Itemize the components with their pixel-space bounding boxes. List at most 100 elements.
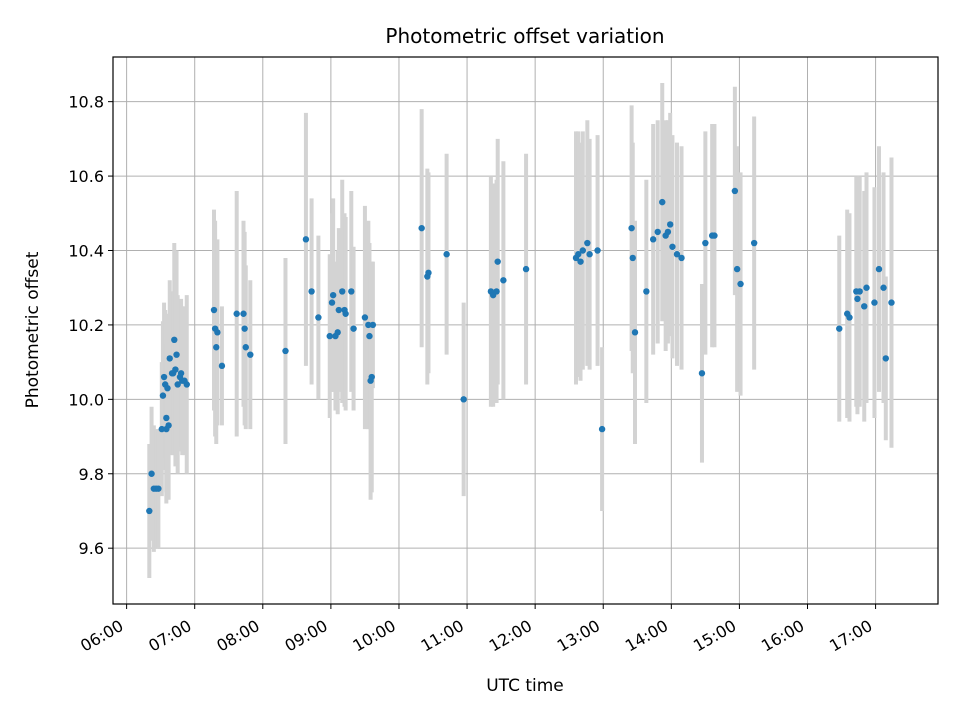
data-point [158, 425, 165, 433]
data-point [711, 232, 718, 239]
chart-title: Photometric offset variation [385, 24, 664, 48]
data-point [164, 384, 171, 392]
data-point [861, 303, 868, 310]
data-point [443, 251, 450, 258]
data-point [218, 362, 226, 370]
y-tick-label: 10.2 [68, 316, 104, 335]
data-point [880, 284, 887, 291]
data-point [882, 355, 889, 362]
data-point [210, 306, 218, 314]
data-point [888, 299, 895, 306]
data-point [213, 344, 220, 351]
plot-frame [112, 56, 939, 605]
data-point [214, 329, 221, 336]
data-point [598, 425, 606, 433]
data-point [654, 228, 661, 236]
data-point [365, 321, 372, 329]
data-point [698, 370, 706, 377]
data-point [159, 392, 167, 399]
data-point [335, 306, 343, 314]
data-point [171, 336, 178, 344]
data-point [329, 291, 337, 299]
data-point [846, 314, 853, 321]
data-point [577, 258, 584, 265]
data-point [731, 187, 739, 195]
data-point [174, 381, 181, 388]
data-point [369, 321, 377, 329]
data-point [854, 295, 861, 303]
data-point [664, 228, 672, 236]
data-points [146, 187, 895, 515]
data-point [242, 344, 249, 351]
data-point [669, 243, 676, 250]
data-point [702, 239, 709, 247]
data-point [643, 288, 650, 295]
data-point [240, 310, 247, 317]
data-point [659, 198, 666, 206]
data-point [579, 247, 587, 254]
data-point [500, 277, 507, 284]
data-point [334, 329, 341, 336]
data-point [326, 332, 333, 340]
y-tick-label: 10.0 [68, 390, 104, 409]
data-point [418, 224, 425, 232]
data-point [241, 325, 248, 332]
data-point [282, 347, 289, 355]
data-point [148, 470, 155, 477]
data-point [628, 224, 635, 232]
data-point [494, 258, 501, 265]
data-point [863, 284, 870, 291]
data-point [146, 507, 153, 515]
data-point [165, 422, 172, 429]
data-point [750, 239, 758, 247]
data-point [871, 299, 878, 306]
y-tick-label: 10.8 [68, 93, 104, 112]
data-point [315, 314, 322, 321]
x-axis-label: UTC time [486, 676, 564, 696]
data-point [666, 221, 674, 228]
data-point [586, 251, 593, 258]
data-point [678, 254, 685, 262]
data-point [649, 236, 657, 243]
data-point [302, 236, 310, 243]
data-point [348, 288, 355, 295]
data-point [631, 329, 639, 336]
data-point [247, 351, 254, 358]
data-point [173, 351, 180, 358]
data-point [856, 288, 863, 295]
data-point [163, 414, 170, 422]
y-axis-ticks: 9.6 9.8 10.0 10.2 10.4 10.6 10.8 [68, 93, 113, 558]
data-point [737, 280, 744, 288]
data-point [155, 485, 162, 492]
data-point [425, 269, 432, 277]
data-point [460, 396, 467, 403]
data-point [575, 251, 582, 258]
data-point [183, 381, 190, 388]
data-point [328, 299, 336, 306]
data-point [522, 265, 530, 273]
data-point [177, 370, 185, 377]
data-point [172, 366, 179, 373]
data-point [493, 288, 500, 295]
y-tick-label: 9.6 [79, 539, 104, 558]
y-axis-label: Photometric offset [23, 251, 43, 408]
data-point [366, 332, 373, 340]
y-tick-label: 10.6 [68, 167, 104, 186]
data-point [875, 265, 883, 273]
y-tick-label: 10.4 [68, 241, 104, 260]
data-point [160, 373, 168, 381]
data-point [342, 310, 349, 317]
data-point [673, 251, 681, 258]
data-point [233, 310, 240, 317]
data-point [368, 373, 375, 381]
data-point [361, 314, 369, 321]
y-tick-label: 9.8 [79, 465, 104, 484]
data-point [594, 247, 601, 254]
data-point [836, 325, 843, 332]
data-point [350, 325, 357, 332]
data-point [733, 265, 741, 273]
data-point [339, 288, 346, 295]
data-point [166, 355, 173, 362]
